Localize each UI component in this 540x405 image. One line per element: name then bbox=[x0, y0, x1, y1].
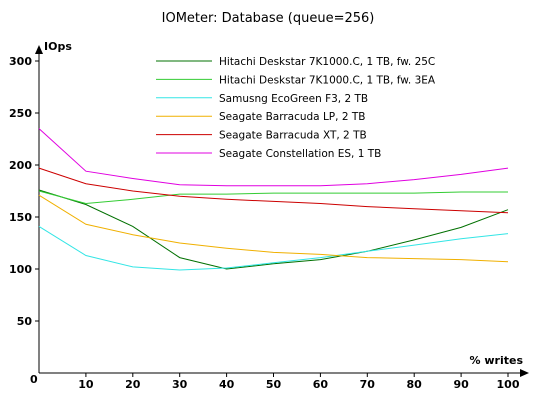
y-tick-label: 100 bbox=[9, 263, 32, 276]
x-tick-label: 50 bbox=[266, 378, 282, 391]
y-axis-label: IOps bbox=[44, 40, 72, 53]
y-tick-label: 200 bbox=[9, 159, 32, 172]
x-tick-label: 60 bbox=[313, 378, 329, 391]
legend-label: Samusng EcoGreen F3, 2 TB bbox=[219, 93, 368, 105]
series-line-6 bbox=[38, 128, 509, 187]
y-tick-label: 50 bbox=[17, 315, 33, 328]
x-tick-label: 90 bbox=[453, 378, 469, 391]
y-axis-arrow bbox=[35, 45, 43, 54]
x-tick-label: 70 bbox=[360, 378, 376, 391]
y-tick-label: 250 bbox=[9, 107, 32, 120]
series-line-1 bbox=[38, 189, 509, 270]
series-line-4 bbox=[38, 194, 509, 263]
series-line-5 bbox=[38, 167, 509, 214]
y-tick-label: 150 bbox=[9, 211, 32, 224]
x-tick-label: 80 bbox=[407, 378, 423, 391]
x-tick-label: 20 bbox=[125, 378, 141, 391]
series-line-2 bbox=[38, 190, 508, 205]
x-tick-label: 30 bbox=[172, 378, 188, 391]
axes: 50 100 150 200 250 300 0 10 20 30 40 50 60 70 80 90 100 bbox=[9, 45, 529, 391]
legend-label: Seagate Barracuda XT, 2 TB bbox=[219, 130, 367, 142]
origin-label: 0 bbox=[30, 373, 38, 386]
series-lines bbox=[38, 128, 509, 271]
legend-label: Seagate Barracuda LP, 2 TB bbox=[219, 111, 365, 123]
x-tick-label: 40 bbox=[219, 378, 235, 391]
legend-label: Hitachi Deskstar 7K1000.C, 1 TB, fw. 25C bbox=[219, 56, 435, 68]
x-axis-arrow bbox=[520, 369, 529, 377]
y-tick-label: 300 bbox=[9, 55, 32, 68]
series-line-3 bbox=[38, 225, 509, 271]
legend: Hitachi Deskstar 7K1000.C, 1 TB, fw. 25C… bbox=[156, 56, 436, 160]
x-tick-label: 10 bbox=[78, 378, 94, 391]
x-axis-label: % writes bbox=[470, 354, 524, 367]
legend-label: Seagate Constellation ES, 1 TB bbox=[219, 148, 381, 160]
chart-title: IOMeter: Database (queue=256) bbox=[162, 11, 375, 26]
legend-label: Hitachi Deskstar 7K1000.C, 1 TB, fw. 3EA bbox=[219, 74, 436, 86]
x-tick-label: 100 bbox=[497, 378, 520, 391]
